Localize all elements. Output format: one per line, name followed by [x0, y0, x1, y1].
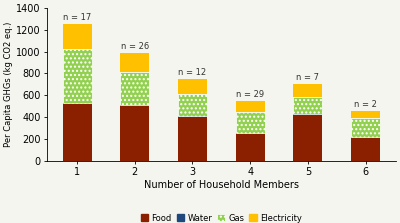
Bar — [63, 24, 92, 49]
Text: n = 26: n = 26 — [121, 42, 149, 51]
Bar — [178, 116, 207, 117]
Text: n = 2: n = 2 — [354, 100, 377, 109]
X-axis label: Number of Household Members: Number of Household Members — [144, 180, 299, 190]
Bar — [120, 53, 149, 72]
Bar — [120, 106, 149, 161]
Y-axis label: Per Capita GHGs (kg CO2 eq.): Per Capita GHGs (kg CO2 eq.) — [4, 22, 13, 147]
Bar — [120, 72, 149, 105]
Bar — [351, 118, 380, 137]
Bar — [351, 137, 380, 138]
Bar — [294, 84, 322, 97]
Bar — [351, 111, 380, 118]
Bar — [236, 101, 264, 112]
Bar — [63, 49, 92, 103]
Text: n = 7: n = 7 — [296, 73, 319, 82]
Bar — [294, 114, 322, 115]
Bar — [63, 104, 92, 161]
Text: n = 29: n = 29 — [236, 90, 264, 99]
Bar — [236, 112, 264, 133]
Bar — [294, 97, 322, 114]
Bar — [178, 79, 207, 94]
Bar — [236, 134, 264, 161]
Bar — [351, 138, 380, 161]
Bar — [236, 133, 264, 134]
Bar — [178, 117, 207, 161]
Bar — [63, 103, 92, 104]
Legend: Food, Water, Gas, Electricity: Food, Water, Gas, Electricity — [137, 211, 305, 223]
Text: n = 12: n = 12 — [178, 68, 206, 77]
Text: n = 17: n = 17 — [63, 13, 91, 22]
Bar — [178, 94, 207, 116]
Bar — [294, 115, 322, 161]
Bar — [120, 105, 149, 106]
